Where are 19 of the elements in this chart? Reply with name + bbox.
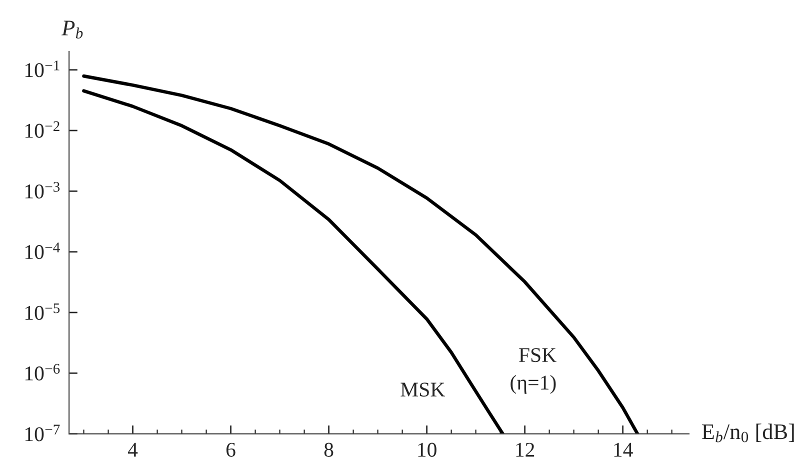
- series-label: FSK (η=1): [510, 348, 556, 394]
- y-tick-label: 10$^{−6}$: [25, 364, 60, 380]
- x-tick-label: 12: [516, 442, 534, 457]
- x-tick-label: 10: [418, 442, 436, 457]
- x-tick-label: 8: [324, 442, 334, 457]
- line-series: [82, 89, 504, 434]
- x-tick-label: 6: [226, 442, 236, 457]
- x-axis-title: E$_{b}$/n$_{0}$ [dB]: [702, 424, 794, 442]
- y-axis-title: P$_{b}$: [62, 20, 83, 38]
- x-tick-label: 14: [614, 442, 633, 457]
- line-series: [82, 74, 640, 434]
- series-label: MSK: [400, 382, 446, 397]
- y-tick-label: 10$^{−7}$: [25, 424, 60, 442]
- y-tick-label: 10$^{−4}$: [25, 242, 60, 260]
- y-tick-label: 10$^{−5}$: [25, 303, 60, 320]
- y-tick-label: 10$^{−2}$: [25, 121, 60, 138]
- x-tick-label: 4: [128, 442, 138, 457]
- y-tick-label: 10$^{−1}$: [25, 60, 60, 78]
- y-tick-label: 10$^{−3}$: [25, 182, 60, 198]
